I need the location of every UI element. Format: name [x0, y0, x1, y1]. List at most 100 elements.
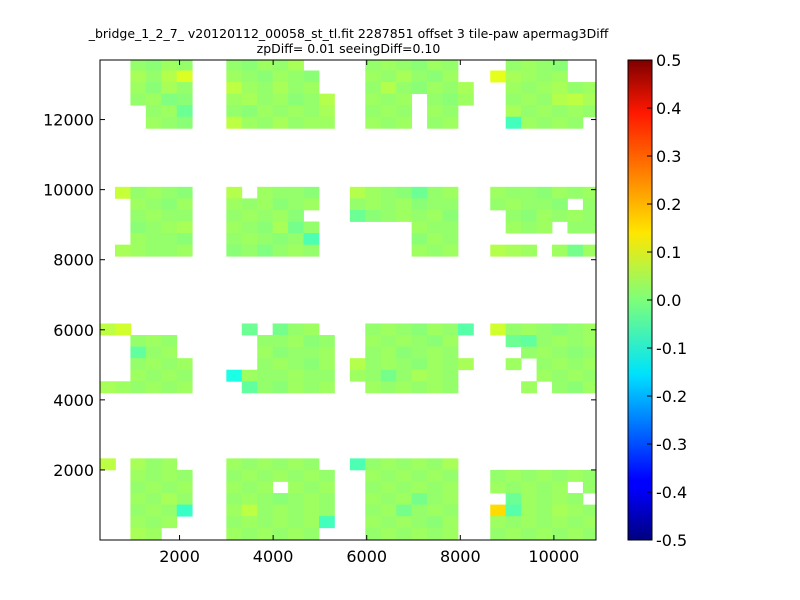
heatmap-cell	[365, 60, 382, 71]
heatmap-cell	[365, 527, 382, 540]
colorbar-tick-label: -0.5	[656, 531, 687, 550]
heatmap-cell	[396, 369, 413, 382]
heatmap-cell	[536, 369, 553, 382]
heatmap-cell	[521, 504, 537, 517]
heatmap-cell	[427, 469, 443, 482]
heatmap-cell	[505, 186, 522, 199]
heatmap-cell	[567, 93, 584, 106]
heatmap-cell	[380, 209, 397, 222]
heatmap-cell	[288, 105, 304, 118]
heatmap-cell	[427, 105, 443, 118]
heatmap-cell	[427, 244, 443, 257]
heatmap-cell	[161, 82, 178, 95]
heatmap-cell	[411, 481, 428, 494]
heatmap-cell	[272, 358, 289, 371]
heatmap-cell	[567, 105, 584, 118]
heatmap-cell	[536, 70, 553, 83]
heatmap-cell	[288, 381, 304, 394]
heatmap-cell	[521, 469, 537, 482]
heatmap-cell	[241, 93, 258, 106]
heatmap-cell	[442, 60, 459, 71]
heatmap-cell	[442, 116, 459, 129]
heatmap-cell	[288, 186, 304, 199]
heatmap-cell	[318, 493, 335, 506]
heatmap-cell	[288, 335, 304, 347]
heatmap-cell	[490, 504, 507, 517]
heatmap-cell	[396, 358, 413, 371]
heatmap-cell	[145, 186, 162, 199]
heatmap-cell	[567, 493, 584, 506]
heatmap-cell	[318, 346, 335, 359]
heatmap-cell	[176, 358, 193, 371]
heatmap-cell	[257, 233, 274, 246]
heatmap-cell	[582, 209, 596, 222]
heatmap-cell	[567, 358, 584, 371]
heatmap-cell	[303, 458, 320, 471]
heatmap-cell	[536, 209, 553, 222]
heatmap-cell	[442, 469, 459, 482]
heatmap-cell	[552, 82, 568, 95]
heatmap-cell	[318, 469, 335, 482]
heatmap-cell	[303, 244, 320, 257]
heatmap-cell	[303, 358, 320, 371]
heatmap-cell	[396, 198, 413, 211]
heatmap-cell	[396, 516, 413, 529]
heatmap-cell	[272, 209, 289, 222]
heatmap-cell	[145, 82, 162, 95]
heatmap-cell	[303, 369, 320, 382]
heatmap-cell	[272, 105, 289, 118]
heatmap-cell	[241, 381, 258, 394]
heatmap-cell	[396, 93, 413, 106]
heatmap-cell	[288, 221, 304, 234]
heatmap-cell	[257, 369, 274, 382]
heatmap-cell	[505, 82, 522, 95]
heatmap-cell	[411, 186, 428, 199]
heatmap-cell	[288, 60, 304, 71]
heatmap-cell	[176, 381, 193, 394]
heatmap-cell	[272, 381, 289, 394]
heatmap-cell	[552, 346, 568, 359]
heatmap-cell	[380, 516, 397, 529]
heatmap-cell	[161, 244, 178, 257]
heatmap-cell	[241, 209, 258, 222]
heatmap-cell	[567, 244, 584, 257]
heatmap-cell	[427, 516, 443, 529]
heatmap-cell	[288, 82, 304, 95]
heatmap-cell	[130, 335, 147, 347]
heatmap-cell	[552, 516, 568, 529]
heatmap-cell	[552, 186, 568, 199]
heatmap-cell	[130, 369, 147, 382]
heatmap-cell	[365, 93, 382, 106]
heatmap-cell	[288, 198, 304, 211]
heatmap-cell	[442, 221, 459, 234]
heatmap-cell	[380, 381, 397, 394]
heatmap-cell	[505, 116, 522, 129]
heatmap-cell	[303, 527, 320, 540]
heatmap-cell	[567, 82, 584, 95]
heatmap-cell	[396, 381, 413, 394]
heatmap-cell	[130, 186, 147, 199]
x-tick-label: 6000	[346, 547, 387, 566]
heatmap-cell	[442, 346, 459, 359]
heatmap-cell	[272, 469, 289, 482]
heatmap-cell	[145, 209, 162, 222]
y-tick-label: 6000	[53, 321, 94, 340]
heatmap-cell	[145, 516, 162, 529]
heatmap-cell	[552, 481, 568, 494]
heatmap-cell	[582, 481, 596, 494]
heatmap-cell	[505, 221, 522, 234]
heatmap-cell	[161, 70, 178, 83]
heatmap-cell	[241, 369, 258, 382]
heatmap-cell	[241, 469, 258, 482]
heatmap-cell	[411, 504, 428, 517]
heatmap-cell	[226, 481, 243, 494]
heatmap-cell	[380, 493, 397, 506]
heatmap-cell	[552, 504, 568, 517]
heatmap-cell	[226, 198, 243, 211]
heatmap-cell	[380, 369, 397, 382]
heatmap-cell	[567, 209, 584, 222]
heatmap-cell	[130, 493, 147, 506]
heatmap-cell	[396, 481, 413, 494]
colorbar-axis: -0.5 -0.4 -0.3 -0.2 -0.1 0.0 0.1 0.2 0.3 0.4 0.5	[647, 51, 687, 550]
chart-subtitle: zpDiff= 0.01 seeingDiff=0.10	[256, 41, 441, 56]
